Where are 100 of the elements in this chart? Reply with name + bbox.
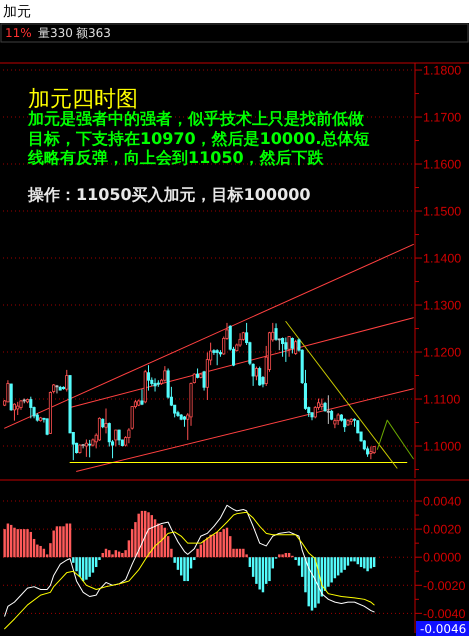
candlestick [330, 409, 334, 421]
bar [363, 557, 366, 568]
text: 加元四时图 [28, 87, 138, 112]
candlestick [274, 322, 278, 342]
bar [85, 557, 88, 580]
bar [13, 528, 16, 558]
bar [140, 510, 144, 558]
bar [56, 526, 58, 558]
bar [238, 548, 242, 558]
candlestick [140, 388, 144, 406]
y-tick-label: 1.1300 [423, 298, 462, 313]
y-tick-label: 1.1000 [423, 440, 462, 454]
candlestick [216, 348, 219, 366]
bar [58, 526, 62, 558]
bar [157, 524, 160, 558]
bar [102, 552, 104, 558]
bar [42, 548, 46, 558]
y-tick-label: 0.0000 [423, 550, 462, 565]
annotation: 目标，下支持在10970，然后是10000.总体短 [28, 129, 370, 148]
bar [242, 548, 245, 558]
y-tick-label: 1.1700 [423, 110, 462, 125]
bar [186, 557, 189, 582]
text: 额363 [76, 26, 111, 40]
bar [308, 557, 310, 606]
bar [196, 548, 199, 558]
bar [343, 557, 346, 570]
bar [209, 534, 212, 558]
bar [258, 557, 261, 590]
bar [222, 529, 225, 558]
bar [6, 524, 10, 558]
text: 加元 [3, 4, 31, 20]
bar [10, 524, 12, 558]
bar [154, 519, 156, 558]
candlestick [238, 332, 242, 348]
candlestick [65, 369, 68, 392]
candlestick [29, 396, 32, 419]
text: 量330 [38, 26, 73, 40]
bar [16, 529, 19, 558]
bar [66, 524, 68, 558]
bar [121, 552, 124, 558]
bar [330, 557, 333, 582]
candlestick [196, 368, 200, 379]
text: -0.0046 [420, 622, 466, 636]
bar [288, 552, 290, 558]
y-tick-label: -0.0020 [423, 578, 466, 593]
line-series [4, 512, 375, 630]
candlestick [88, 439, 92, 458]
bar [78, 557, 82, 577]
bar [160, 524, 163, 558]
y-tick-label: 0.0020 [423, 522, 462, 537]
candlestick [258, 366, 262, 386]
candlestick [326, 394, 330, 424]
bar [30, 532, 32, 558]
bar [336, 557, 340, 576]
bar [236, 548, 238, 558]
candlestick [324, 401, 327, 412]
annotation: 操作：11050买入加元，目标100000 [27, 185, 310, 204]
candlestick [336, 412, 340, 426]
bar [346, 557, 350, 566]
bar [370, 557, 372, 568]
bar [82, 557, 84, 582]
bar [52, 530, 55, 558]
candlestick [343, 418, 346, 432]
candlestick [369, 446, 372, 460]
candlestick [154, 378, 157, 392]
bar [356, 557, 360, 564]
bar [144, 510, 146, 558]
bar [212, 534, 216, 558]
y-tick-label: 1.1400 [423, 252, 462, 266]
bar [284, 552, 288, 558]
candlestick [16, 401, 20, 416]
bar [340, 557, 343, 573]
candlestick [288, 336, 291, 358]
bar [108, 550, 110, 558]
bar [114, 550, 118, 558]
candlestick [182, 415, 186, 428]
bar [150, 515, 154, 558]
candlestick [6, 380, 10, 403]
candlestick [290, 336, 294, 354]
bar [206, 538, 209, 558]
y-tick-label: 1.1200 [423, 346, 462, 360]
candlestick [284, 336, 288, 362]
bar [262, 557, 264, 592]
bar [88, 557, 91, 577]
candlestick [114, 429, 118, 448]
bar [26, 529, 29, 558]
candlestick [146, 364, 150, 392]
candlestick [202, 370, 206, 392]
bar [314, 557, 316, 608]
bar [200, 544, 202, 558]
candlestick [254, 366, 258, 381]
candlestick [12, 402, 16, 422]
bar [39, 546, 42, 558]
line-series [4, 504, 375, 617]
bar [350, 557, 352, 562]
bar [360, 557, 362, 568]
bar [327, 557, 330, 587]
bar [334, 557, 336, 578]
y-tick-label: 1.1800 [423, 64, 462, 78]
bar [68, 524, 72, 558]
